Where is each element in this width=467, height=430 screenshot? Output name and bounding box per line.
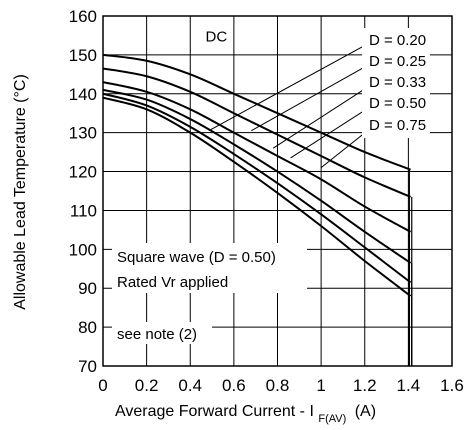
y-tick-label: 150 [69,46,97,65]
y-tick-label: 160 [69,7,97,26]
y-tick-label: 130 [69,124,97,143]
y-tick-label: 80 [78,318,97,337]
curve-d-0-20 [102,67,411,198]
notes: Square wave (D = 0.50) Rated Vr applied … [112,243,307,344]
legend-label-d075: D = 0.75 [369,117,426,134]
note-see-note: see note (2) [117,326,197,343]
y-tick-labels: 70 80 90 100 110 120 130 140 150 160 [69,7,97,376]
x-tick-label: 1.4 [397,376,421,395]
curve-d-0-50 [102,92,412,284]
x-tick-label: 1.6 [440,376,464,395]
leader-line-3 [290,105,373,159]
curve-dc [102,53,411,171]
x-tick-labels: 0 0.2 0.4 0.6 0.8 1 1.2 1.4 1.6 [98,376,464,395]
legend-label-d033: D = 0.33 [369,74,426,91]
legend-label-d050: D = 0.50 [369,95,426,112]
y-tick-label: 100 [69,240,97,259]
legend: D = 0.20 D = 0.25 D = 0.33 D = 0.50 D = … [362,28,430,138]
legend-label-d025: D = 0.25 [369,53,426,70]
leader-line-1 [251,62,373,132]
leader-lines [208,40,373,169]
x-tick-label: 0.8 [266,376,290,395]
dc-label-background [202,26,231,47]
x-axis-label-unit: (A) [355,403,376,420]
y-tick-label: 70 [78,357,97,376]
y-tick-label: 120 [69,163,97,182]
note-square-wave: Square wave (D = 0.50) [117,249,276,266]
x-tick-label: 0.2 [135,376,159,395]
note3-background [112,322,212,344]
y-tick-label: 110 [70,201,97,220]
plot-frame [102,15,453,367]
x-axis-label: Average Forward Current - I F(AV) (A) [115,403,376,426]
curve-d-0-25 [102,81,412,233]
x-axis-label-main: Average Forward Current - I [115,403,314,420]
legend-label-d020: D = 0.20 [369,32,426,49]
curves-group [102,53,413,366]
curve-d-0-33 [102,88,412,264]
y-tick-label: 140 [69,85,97,104]
x-tick-label: 0.6 [222,376,246,395]
y-tick-label: 90 [78,279,97,298]
leader-line-0 [208,40,373,132]
notes-background [112,243,307,293]
x-tick-label: 1 [316,376,325,395]
y-axis-label: Allowable Lead Temperature (°C) [12,74,29,310]
note-rated-vr: Rated Vr applied [117,274,228,291]
dc-label: DC [206,28,228,45]
leader-line-2 [272,83,373,149]
legend-background [362,28,430,138]
curve-d-0-75 [102,96,412,297]
x-tick-label: 0.4 [178,376,202,395]
x-tick-label: 1.2 [353,376,377,395]
x-tick-label: 0 [98,376,107,395]
x-axis-label-subscript: F(AV) [318,413,346,425]
